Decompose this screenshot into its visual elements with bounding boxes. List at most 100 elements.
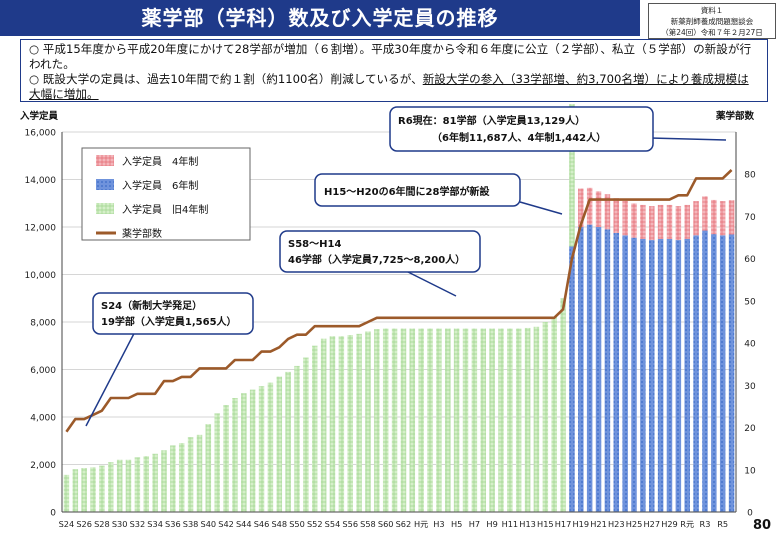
bar-old-four-year	[542, 322, 549, 512]
right-tick-label: 20	[744, 424, 756, 434]
x-tick-label: S44	[236, 519, 252, 529]
x-tick-label: S42	[218, 519, 234, 529]
bar-old-four-year	[498, 328, 504, 512]
right-tick-labels: 0 10 20 30 40 50 60 70 80	[744, 171, 756, 519]
title-band	[0, 0, 640, 36]
reference-line: 資料１	[700, 6, 724, 15]
bar-four-year	[684, 204, 690, 239]
bar-old-four-year	[471, 328, 478, 512]
bar-old-four-year	[489, 328, 495, 512]
bar-six-year	[604, 229, 611, 513]
bar-old-four-year	[427, 328, 433, 512]
bar-old-four-year	[365, 331, 371, 512]
right-tick-label: 0	[747, 509, 753, 519]
x-tick-label: H7	[469, 519, 480, 529]
bar-four-year	[711, 199, 717, 235]
bar-old-four-year	[303, 357, 309, 513]
x-tick-label: S56	[342, 519, 358, 529]
bar-four-year	[728, 200, 735, 235]
bars	[63, 104, 735, 513]
x-tick-label: S48	[271, 519, 287, 529]
left-tick-label: 16,000	[25, 129, 57, 139]
page-number: 80	[753, 518, 772, 533]
x-tick-label: H29	[661, 519, 678, 529]
bar-six-year	[631, 237, 637, 512]
x-tick-label: S36	[165, 519, 181, 529]
x-tick-label: S58	[360, 519, 376, 529]
bar-six-year	[595, 227, 602, 512]
bar-six-year	[586, 224, 593, 513]
callout-box	[279, 230, 481, 273]
left-tick-label: 10,000	[25, 271, 57, 281]
right-axis-title: 薬学部数	[715, 110, 755, 122]
bar-old-four-year	[551, 317, 557, 512]
bar-old-four-year	[152, 453, 158, 512]
x-tick-label: S40	[201, 519, 217, 529]
x-tick-label: S30	[112, 519, 128, 529]
bar-old-four-year	[161, 450, 167, 512]
note-line-2: ○ 既設大学の定員は、過去10年間で約１割（約1100名）削減しているが、新設大…	[29, 72, 759, 102]
callout-r6-line1: R6現在：81学部（入学定員13,129人）	[398, 114, 585, 127]
bar-old-four-year	[560, 298, 566, 512]
bar-four-year	[675, 206, 682, 241]
bar-old-four-year	[524, 327, 531, 512]
legend-label-faculty-count: 薬学部数	[122, 227, 162, 240]
legend-label-four-year: 入学定員 4年制	[122, 155, 198, 168]
right-tick-label: 10	[744, 466, 756, 476]
right-tick-label: 30	[744, 382, 756, 392]
bar-six-year	[711, 234, 717, 513]
x-tick-label: S46	[254, 519, 270, 529]
left-tick-label: 14,000	[25, 176, 57, 186]
left-tick-label: 6,000	[30, 366, 56, 376]
bar-old-four-year	[347, 335, 353, 512]
x-tick-label: H5	[451, 519, 462, 529]
bar-old-four-year	[205, 424, 212, 513]
bar-old-four-year	[294, 365, 300, 512]
x-tick-label: S62	[396, 519, 412, 529]
bar-old-four-year	[63, 474, 70, 512]
bar-old-four-year	[178, 443, 185, 513]
bar-old-four-year	[241, 393, 247, 512]
bar-old-four-year	[276, 376, 283, 513]
bar-old-four-year	[480, 328, 486, 512]
x-tick-label: H17	[555, 519, 572, 529]
bar-four-year	[657, 204, 664, 239]
right-tick-label: 50	[744, 297, 756, 307]
reference-line: （第24回）令和７年２月27日	[661, 28, 763, 37]
bar-old-four-year	[312, 345, 318, 512]
faculty-count-series	[65, 169, 733, 433]
legend-swatch-four-year	[96, 155, 114, 166]
legend: 入学定員 4年制 入学定員 6年制 入学定員 旧4年制 薬学部数	[81, 147, 251, 241]
bar-four-year	[666, 204, 673, 239]
right-tick-label: 80	[744, 171, 756, 181]
bar-old-four-year	[391, 328, 398, 512]
bar-old-four-year	[374, 329, 380, 513]
callout-h15-line1: H15～H20の6年間に28学部が新設	[324, 185, 490, 198]
bar-old-four-year	[462, 328, 469, 512]
x-tick-label: H元	[414, 519, 428, 529]
reference-box: 資料１ 新薬剤師養成問題懇談会 （第24回）令和７年２月27日	[648, 3, 776, 39]
bar-four-year	[631, 203, 637, 238]
legend-swatch-old-four-year	[96, 203, 114, 214]
bar-old-four-year	[329, 336, 336, 512]
callout-box	[92, 292, 254, 335]
bar-six-year	[649, 240, 655, 512]
right-tick-label: 40	[744, 340, 756, 350]
bar-six-year	[569, 246, 575, 513]
callout-s24-line2: 19学部（入学定員1,565人）	[101, 315, 237, 328]
bar-old-four-year	[338, 336, 345, 512]
bar-six-year	[693, 235, 699, 512]
bar-old-four-year	[223, 405, 229, 513]
bar-four-year	[578, 188, 584, 227]
callout-pointer	[649, 137, 727, 141]
bar-old-four-year	[445, 328, 451, 512]
bar-four-year	[622, 200, 628, 236]
bar-old-four-year	[418, 328, 424, 512]
right-tick-label: 60	[744, 255, 756, 265]
x-tick-label: S28	[94, 519, 110, 529]
x-tick-label: H23	[608, 519, 625, 529]
left-tick-label: 8,000	[30, 319, 56, 329]
callout-s58-line1: S58～H14	[288, 239, 341, 250]
bar-old-four-year	[249, 389, 256, 512]
x-tick-label: S54	[325, 519, 341, 529]
